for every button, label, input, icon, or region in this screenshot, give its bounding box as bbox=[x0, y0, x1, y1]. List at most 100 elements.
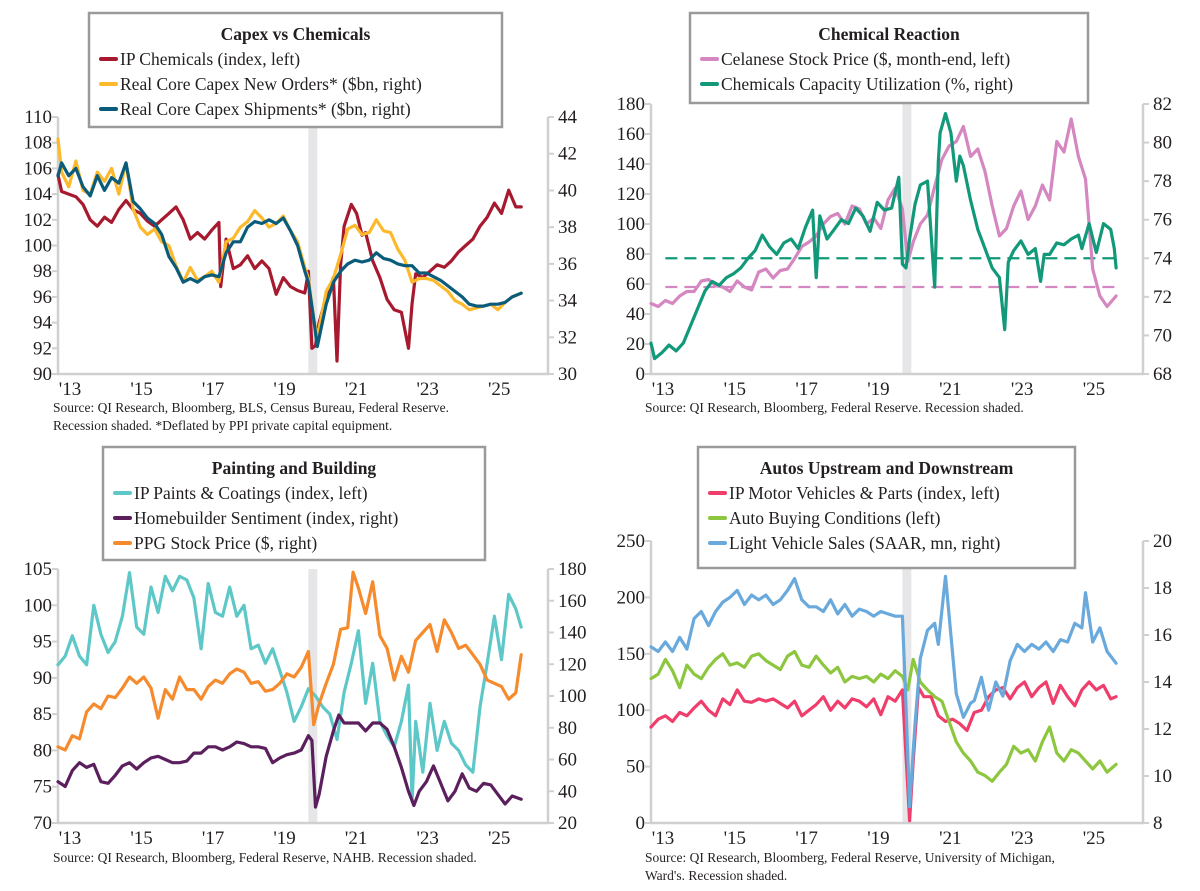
series-line bbox=[649, 117, 1118, 309]
x-tick-label: '19 bbox=[867, 379, 889, 400]
chart-title: Capex vs Chemicals bbox=[221, 24, 371, 44]
series-line bbox=[56, 571, 523, 803]
left-tick-label: 0 bbox=[636, 813, 646, 834]
left-tick-label: 100 bbox=[24, 236, 53, 257]
right-tick-label: 76 bbox=[1153, 210, 1172, 231]
right-tick-label: 20 bbox=[1153, 531, 1172, 552]
x-tick-label: '17 bbox=[202, 828, 224, 849]
x-tick-label: '23 bbox=[1011, 379, 1033, 400]
right-tick-label: 40 bbox=[558, 180, 577, 201]
left-tick-label: 100 bbox=[24, 595, 53, 616]
x-tick-label: '23 bbox=[1011, 828, 1033, 849]
legend-label: PPG Stock Price ($, right) bbox=[134, 533, 317, 553]
chart-title: Autos Upstream and Downstream bbox=[760, 458, 1014, 478]
left-tick-label: 102 bbox=[24, 210, 53, 231]
legend-label: IP Chemicals (index, left) bbox=[120, 49, 300, 69]
series-line bbox=[649, 112, 1118, 361]
left-tick-label: 180 bbox=[617, 94, 646, 115]
legend-label: Light Vehicle Sales (SAAR, mn, right) bbox=[729, 533, 1001, 553]
left-tick-label: 110 bbox=[24, 107, 52, 128]
left-tick-label: 140 bbox=[617, 154, 646, 175]
axis-frame bbox=[649, 541, 1145, 825]
left-tick-label: 80 bbox=[626, 244, 645, 265]
right-tick-label: 40 bbox=[558, 781, 577, 802]
right-tick-label: 74 bbox=[1153, 248, 1173, 269]
right-tick-label: 78 bbox=[1153, 171, 1172, 192]
right-tick-label: 72 bbox=[1153, 287, 1172, 308]
right-tick-label: 80 bbox=[558, 718, 577, 739]
left-tick-label: 20 bbox=[626, 334, 645, 355]
right-tick-label: 60 bbox=[558, 750, 577, 771]
left-tick-label: 150 bbox=[617, 644, 646, 665]
axis-frame bbox=[56, 117, 550, 376]
left-tick-label: 60 bbox=[626, 274, 645, 295]
right-tick-label: 70 bbox=[1153, 325, 1172, 346]
series-line bbox=[56, 173, 523, 363]
axis-frame bbox=[649, 104, 1145, 376]
right-tick-label: 16 bbox=[1153, 625, 1172, 646]
right-tick-label: 68 bbox=[1153, 364, 1172, 385]
legend-box bbox=[688, 11, 1090, 105]
chart-capex-vs-chemicals: 90 92 94 96 98 100 102 104 106 108 110 30 32 34 36 38 40… bbox=[24, 11, 578, 433]
right-tick-label: 18 bbox=[1153, 578, 1172, 599]
x-tick-label: '13 bbox=[59, 828, 81, 849]
x-tick-label: '21 bbox=[345, 379, 367, 400]
series-line bbox=[649, 574, 1118, 809]
left-tick-label: 40 bbox=[626, 304, 645, 325]
legend-label: Celanese Stock Price ($, month-end, left… bbox=[721, 49, 1010, 69]
left-tick-label: 105 bbox=[24, 559, 53, 580]
source-note: Recession shaded. *Deflated by PPI priva… bbox=[53, 418, 392, 433]
right-tick-label: 44 bbox=[558, 107, 578, 128]
left-tick-label: 100 bbox=[617, 214, 646, 235]
recession-band bbox=[902, 541, 912, 823]
right-tick-label: 140 bbox=[558, 623, 587, 644]
left-tick-label: 90 bbox=[33, 364, 52, 385]
chart-title: Painting and Building bbox=[212, 458, 377, 478]
x-tick-label: '15 bbox=[724, 828, 746, 849]
left-tick-label: 200 bbox=[617, 587, 646, 608]
legend-label: Chemicals Capacity Utilization (%, right… bbox=[721, 74, 1013, 94]
legend-box bbox=[696, 445, 1077, 570]
legend-label: Real Core Capex Shipments* ($bn, right) bbox=[120, 99, 411, 119]
x-tick-label: '25 bbox=[488, 828, 510, 849]
right-tick-label: 32 bbox=[558, 327, 577, 348]
chart-chemical-reaction: 0 20 40 60 80 100 120 140 160 180 68 70 72 74 76 78 80 82… bbox=[617, 11, 1173, 415]
x-tick-label: '25 bbox=[1083, 828, 1105, 849]
left-tick-label: 96 bbox=[33, 287, 52, 308]
left-tick-label: 92 bbox=[33, 338, 52, 359]
legend-box bbox=[101, 445, 487, 562]
right-tick-label: 14 bbox=[1153, 672, 1173, 693]
x-tick-label: '19 bbox=[867, 828, 889, 849]
left-tick-label: 90 bbox=[33, 668, 52, 689]
left-tick-label: 95 bbox=[33, 632, 52, 653]
right-tick-label: 180 bbox=[558, 559, 587, 580]
left-tick-label: 0 bbox=[636, 364, 646, 385]
recession-band bbox=[308, 117, 318, 374]
chart-painting-and-building: 70 75 80 85 90 95 100 105 20 40 60 80 100 120 140 160 18… bbox=[24, 445, 587, 865]
right-tick-label: 10 bbox=[1153, 766, 1172, 787]
left-tick-label: 85 bbox=[33, 704, 52, 725]
left-tick-label: 108 bbox=[24, 133, 53, 154]
right-tick-label: 42 bbox=[558, 144, 577, 165]
chart-autos-upstream-and-downstream: 0 50 100 150 200 250 8 10 12 14 16 18 20 '13 '15 '17 '19… bbox=[617, 445, 1173, 883]
right-tick-label: 36 bbox=[558, 254, 577, 275]
right-tick-label: 20 bbox=[558, 813, 577, 834]
x-tick-label: '25 bbox=[1083, 379, 1105, 400]
legend-label: Homebuilder Sentiment (index, right) bbox=[134, 508, 399, 528]
x-tick-label: '19 bbox=[273, 828, 295, 849]
x-tick-label: '23 bbox=[416, 828, 438, 849]
x-tick-label: '23 bbox=[416, 379, 438, 400]
left-tick-label: 75 bbox=[33, 777, 52, 798]
left-tick-label: 106 bbox=[24, 158, 53, 179]
right-tick-label: 38 bbox=[558, 217, 577, 238]
x-tick-label: '15 bbox=[130, 828, 152, 849]
left-tick-label: 70 bbox=[33, 813, 52, 834]
left-tick-label: 80 bbox=[33, 740, 52, 761]
right-tick-label: 12 bbox=[1153, 719, 1172, 740]
x-tick-label: '17 bbox=[202, 379, 224, 400]
source-note: Source: QI Research, Bloomberg, BLS, Cen… bbox=[53, 400, 449, 415]
left-tick-label: 94 bbox=[33, 313, 53, 334]
x-tick-label: '19 bbox=[273, 379, 295, 400]
x-tick-label: '17 bbox=[795, 828, 817, 849]
series-line bbox=[56, 570, 523, 752]
